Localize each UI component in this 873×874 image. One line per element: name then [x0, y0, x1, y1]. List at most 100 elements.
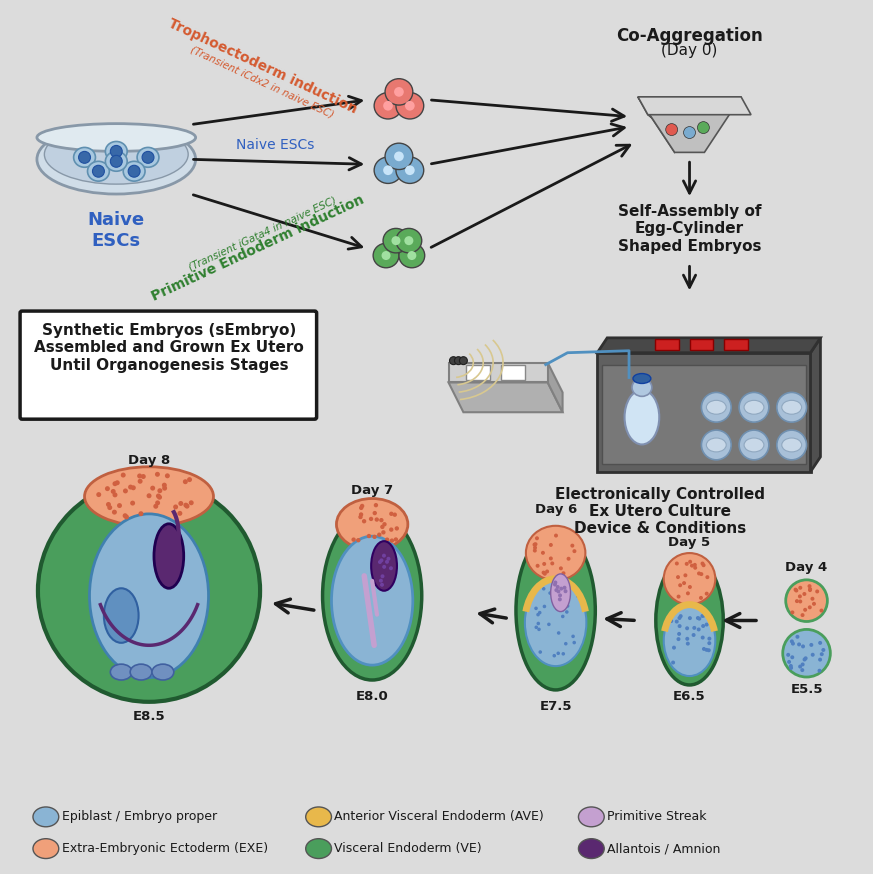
Ellipse shape	[786, 579, 828, 621]
Circle shape	[677, 637, 680, 642]
Ellipse shape	[306, 807, 332, 827]
Ellipse shape	[90, 514, 209, 677]
Circle shape	[688, 585, 692, 589]
Ellipse shape	[332, 537, 413, 665]
Ellipse shape	[781, 438, 801, 452]
Circle shape	[173, 504, 178, 510]
Circle shape	[561, 599, 566, 602]
Circle shape	[382, 251, 390, 260]
Ellipse shape	[701, 430, 732, 460]
Circle shape	[541, 571, 546, 574]
Circle shape	[387, 557, 390, 561]
Ellipse shape	[104, 588, 139, 642]
Circle shape	[459, 357, 467, 364]
Circle shape	[113, 482, 118, 486]
Circle shape	[573, 549, 576, 553]
Ellipse shape	[744, 400, 764, 414]
Circle shape	[560, 586, 563, 591]
Circle shape	[110, 156, 122, 167]
Circle shape	[811, 653, 815, 656]
Polygon shape	[810, 338, 821, 472]
Circle shape	[139, 511, 143, 517]
Ellipse shape	[551, 574, 571, 612]
Circle shape	[106, 502, 111, 507]
Circle shape	[555, 606, 560, 610]
Ellipse shape	[781, 400, 801, 414]
Ellipse shape	[777, 392, 807, 422]
Polygon shape	[638, 97, 751, 114]
Circle shape	[676, 575, 680, 579]
Circle shape	[395, 526, 399, 531]
Circle shape	[128, 165, 140, 177]
Ellipse shape	[579, 807, 604, 827]
Circle shape	[537, 628, 540, 631]
Text: Co-Aggregation: Co-Aggregation	[616, 27, 763, 45]
Circle shape	[358, 515, 362, 519]
Ellipse shape	[633, 373, 651, 384]
Circle shape	[147, 493, 152, 498]
Circle shape	[561, 572, 566, 575]
Circle shape	[808, 588, 812, 592]
Circle shape	[356, 538, 361, 543]
Circle shape	[688, 559, 692, 564]
Circle shape	[189, 500, 194, 505]
Circle shape	[120, 473, 126, 477]
Circle shape	[801, 614, 805, 617]
Circle shape	[155, 501, 160, 505]
Text: (Transient iGata4 in naive ESC): (Transient iGata4 in naive ESC)	[187, 195, 338, 272]
Circle shape	[553, 654, 556, 657]
Circle shape	[692, 626, 697, 630]
Ellipse shape	[739, 392, 769, 422]
Circle shape	[818, 657, 822, 662]
Ellipse shape	[33, 839, 58, 858]
Circle shape	[671, 661, 675, 664]
Circle shape	[567, 557, 571, 561]
Circle shape	[455, 357, 463, 364]
Polygon shape	[449, 383, 562, 413]
Circle shape	[791, 642, 795, 646]
Circle shape	[697, 572, 701, 575]
Circle shape	[699, 596, 703, 600]
Circle shape	[554, 598, 558, 601]
Circle shape	[130, 501, 135, 505]
FancyBboxPatch shape	[20, 311, 317, 420]
Text: E7.5: E7.5	[540, 700, 572, 713]
Circle shape	[533, 549, 537, 552]
Circle shape	[541, 551, 545, 555]
Circle shape	[790, 640, 794, 643]
Circle shape	[801, 668, 804, 672]
Circle shape	[394, 538, 398, 542]
Circle shape	[701, 635, 705, 640]
Text: Visceral Endoderm (VE): Visceral Endoderm (VE)	[334, 843, 482, 855]
Polygon shape	[501, 364, 525, 380]
Circle shape	[798, 664, 802, 669]
Circle shape	[705, 622, 709, 627]
Circle shape	[820, 608, 823, 613]
Text: Primitive Endoderm induction: Primitive Endoderm induction	[149, 192, 367, 303]
Circle shape	[558, 598, 562, 601]
Circle shape	[564, 589, 567, 593]
Circle shape	[128, 484, 133, 489]
Circle shape	[374, 503, 378, 507]
Circle shape	[379, 518, 383, 523]
Circle shape	[685, 637, 690, 641]
Circle shape	[405, 165, 415, 175]
Text: Trophoectoderm induction: Trophoectoderm induction	[167, 17, 360, 117]
Circle shape	[562, 586, 567, 590]
Circle shape	[686, 642, 690, 646]
Circle shape	[803, 607, 808, 612]
Circle shape	[369, 517, 374, 521]
Circle shape	[533, 542, 538, 546]
Ellipse shape	[777, 430, 807, 460]
Circle shape	[794, 588, 798, 593]
Circle shape	[156, 494, 161, 498]
Text: E8.5: E8.5	[133, 710, 165, 723]
Circle shape	[182, 479, 188, 484]
Circle shape	[684, 562, 689, 565]
Circle shape	[380, 558, 383, 562]
Text: Extra-Embryonic Ectoderm (EXE): Extra-Embryonic Ectoderm (EXE)	[62, 843, 268, 855]
Circle shape	[184, 503, 189, 509]
Ellipse shape	[663, 605, 715, 676]
Circle shape	[393, 512, 397, 517]
Circle shape	[809, 643, 814, 647]
